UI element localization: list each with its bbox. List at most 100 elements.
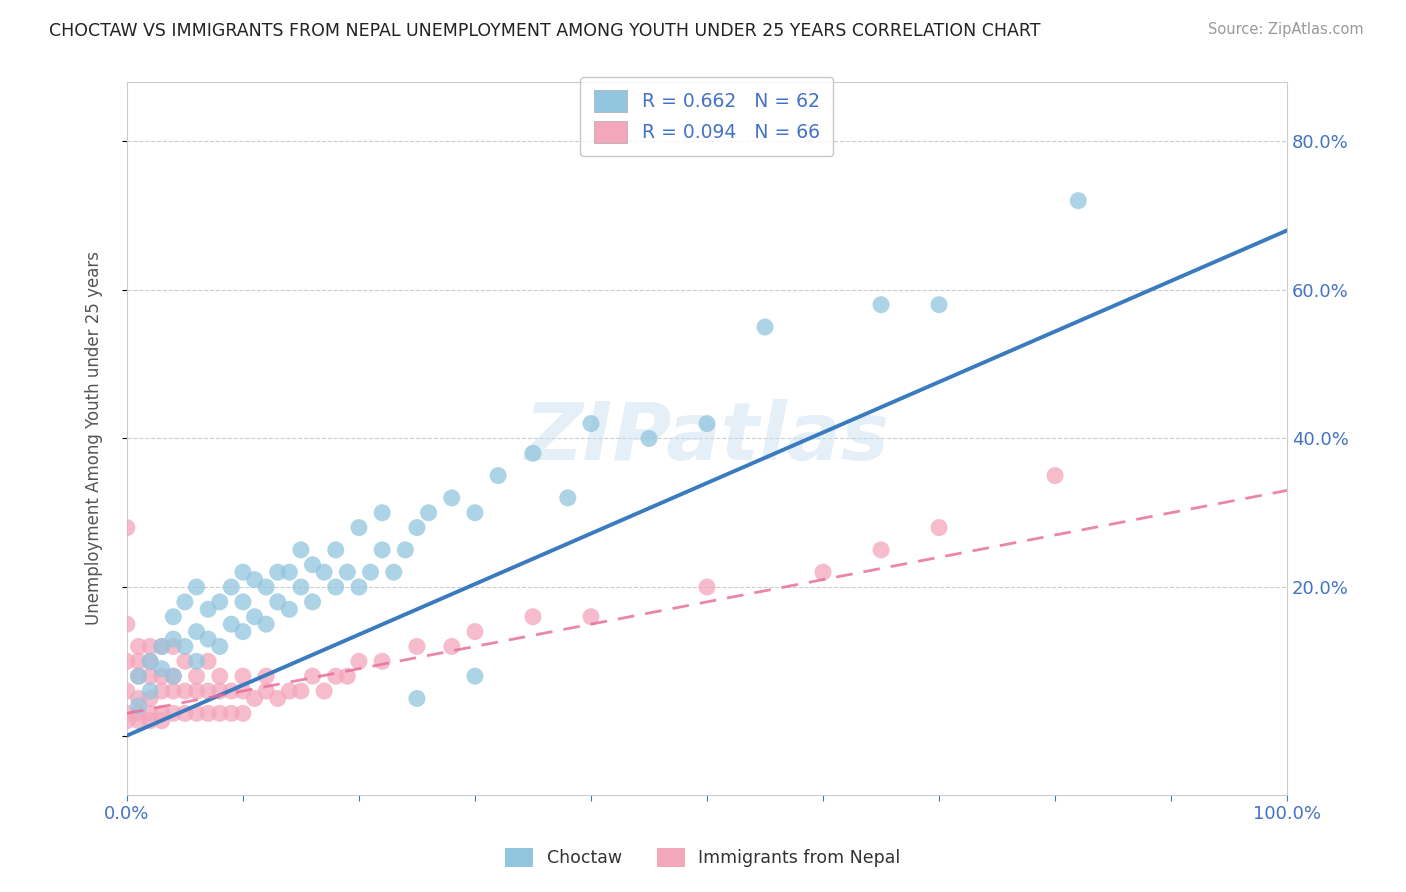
Point — [232, 669, 254, 683]
Point — [128, 654, 150, 668]
Point — [638, 432, 661, 446]
Point — [290, 580, 312, 594]
Point — [254, 617, 277, 632]
Point — [440, 640, 463, 654]
Point — [243, 609, 266, 624]
Point — [301, 558, 323, 572]
Point — [325, 542, 347, 557]
Point — [208, 640, 231, 654]
Point — [464, 669, 486, 683]
Point — [464, 506, 486, 520]
Point — [162, 669, 184, 683]
Point — [254, 580, 277, 594]
Point — [162, 669, 184, 683]
Point — [579, 609, 602, 624]
Point — [232, 684, 254, 698]
Point — [128, 669, 150, 683]
Point — [406, 520, 429, 534]
Point — [522, 446, 544, 460]
Point — [278, 602, 301, 616]
Point — [197, 706, 219, 721]
Point — [162, 706, 184, 721]
Point — [360, 565, 382, 579]
Point — [174, 640, 197, 654]
Point — [254, 684, 277, 698]
Point — [557, 491, 579, 505]
Point — [696, 580, 718, 594]
Point — [197, 684, 219, 698]
Point — [579, 417, 602, 431]
Point — [406, 691, 429, 706]
Point — [208, 595, 231, 609]
Point — [325, 669, 347, 683]
Point — [186, 684, 208, 698]
Text: Source: ZipAtlas.com: Source: ZipAtlas.com — [1208, 22, 1364, 37]
Point — [139, 714, 162, 728]
Point — [314, 684, 336, 698]
Point — [150, 640, 173, 654]
Point — [208, 669, 231, 683]
Point — [301, 669, 323, 683]
Point — [870, 298, 893, 312]
Point — [115, 520, 138, 534]
Point — [232, 565, 254, 579]
Point — [254, 669, 277, 683]
Point — [464, 624, 486, 639]
Point — [928, 298, 950, 312]
Point — [314, 565, 336, 579]
Point — [174, 706, 197, 721]
Point — [243, 691, 266, 706]
Point — [174, 654, 197, 668]
Legend: Choctaw, Immigrants from Nepal: Choctaw, Immigrants from Nepal — [498, 841, 908, 874]
Point — [139, 640, 162, 654]
Point — [232, 624, 254, 639]
Point — [186, 706, 208, 721]
Point — [128, 691, 150, 706]
Point — [754, 320, 776, 334]
Point — [150, 669, 173, 683]
Point — [128, 698, 150, 713]
Point — [371, 542, 394, 557]
Point — [150, 684, 173, 698]
Point — [150, 706, 173, 721]
Point — [1067, 194, 1090, 208]
Text: CHOCTAW VS IMMIGRANTS FROM NEPAL UNEMPLOYMENT AMONG YOUTH UNDER 25 YEARS CORRELA: CHOCTAW VS IMMIGRANTS FROM NEPAL UNEMPLO… — [49, 22, 1040, 40]
Point — [221, 706, 243, 721]
Point — [174, 684, 197, 698]
Point — [186, 669, 208, 683]
Y-axis label: Unemployment Among Youth under 25 years: Unemployment Among Youth under 25 years — [86, 252, 103, 625]
Point — [139, 706, 162, 721]
Point — [347, 580, 370, 594]
Point — [115, 684, 138, 698]
Point — [278, 565, 301, 579]
Point — [139, 654, 162, 668]
Point — [267, 595, 290, 609]
Point — [197, 602, 219, 616]
Point — [406, 640, 429, 654]
Point — [186, 654, 208, 668]
Point — [696, 417, 718, 431]
Point — [208, 706, 231, 721]
Point — [290, 684, 312, 698]
Point — [336, 669, 359, 683]
Point — [139, 691, 162, 706]
Point — [347, 654, 370, 668]
Point — [1043, 468, 1066, 483]
Point — [162, 640, 184, 654]
Legend: R = 0.662   N = 62, R = 0.094   N = 66: R = 0.662 N = 62, R = 0.094 N = 66 — [581, 77, 834, 156]
Point — [382, 565, 405, 579]
Point — [221, 684, 243, 698]
Point — [174, 595, 197, 609]
Point — [221, 580, 243, 594]
Text: ZIPatlas: ZIPatlas — [524, 400, 890, 477]
Point — [186, 624, 208, 639]
Point — [115, 617, 138, 632]
Point — [128, 640, 150, 654]
Point — [325, 580, 347, 594]
Point — [243, 573, 266, 587]
Point — [811, 565, 834, 579]
Point — [150, 640, 173, 654]
Point — [162, 609, 184, 624]
Point — [150, 714, 173, 728]
Point — [139, 654, 162, 668]
